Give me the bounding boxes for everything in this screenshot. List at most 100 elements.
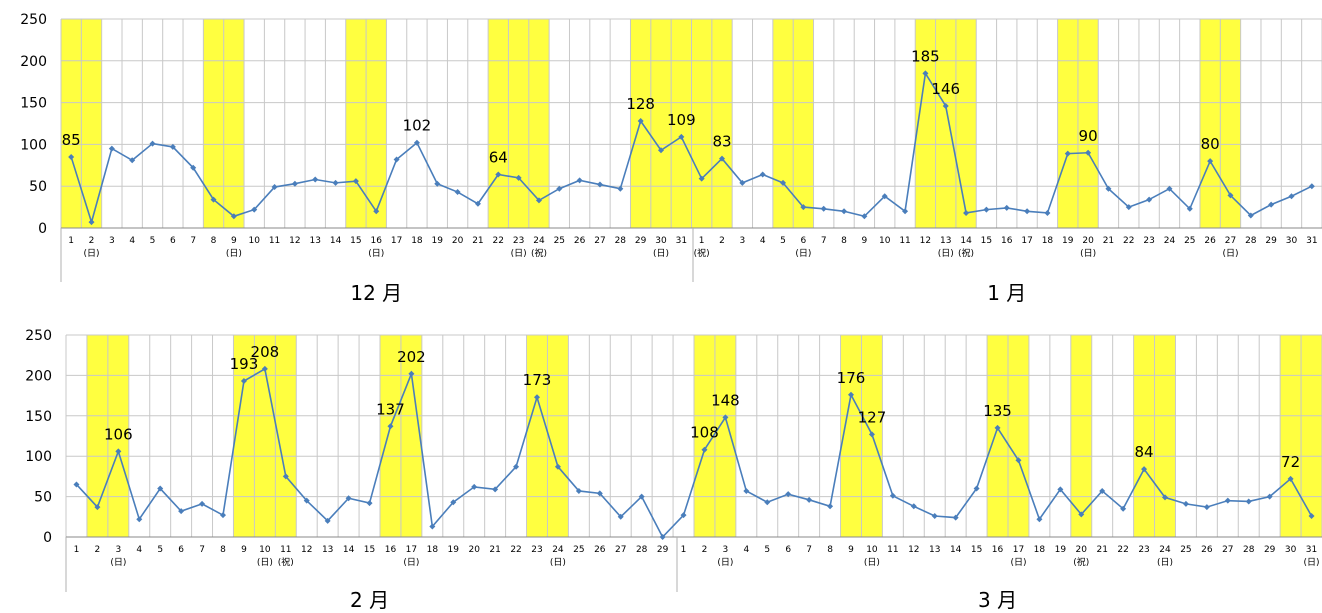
x-tick-label: 20: [1082, 236, 1094, 246]
data-label: 90: [1079, 127, 1098, 145]
data-point: [1203, 504, 1210, 511]
x-tick-label: 14: [960, 236, 972, 246]
highlight-band: [1057, 19, 1078, 228]
series-line: [70, 71, 1313, 225]
highlight-band: [547, 335, 569, 537]
x-tick-label: 16: [1001, 236, 1013, 246]
data-point: [1120, 505, 1127, 512]
data-point: [881, 193, 888, 200]
data-point: [94, 504, 101, 511]
highlight-band: [1154, 335, 1176, 537]
data-point: [199, 500, 206, 507]
data-point: [722, 414, 729, 421]
data-point: [1287, 475, 1294, 482]
data-point: [474, 200, 481, 207]
x-tick-label: 10: [248, 236, 260, 246]
month-label: 1 月: [987, 281, 1026, 305]
data-point: [366, 500, 373, 507]
x-sub-label: (日): [1010, 557, 1026, 568]
highlight-band: [935, 19, 956, 228]
x-tick-label: 26: [1201, 545, 1213, 555]
data-point: [240, 378, 247, 385]
highlight-band: [275, 335, 297, 537]
data-point: [534, 394, 540, 401]
x-tick-label: 27: [615, 545, 626, 555]
x-sub-label: (日): [226, 248, 242, 259]
x-tick-label: 30: [1285, 545, 1297, 555]
highlight-band: [714, 335, 736, 537]
x-sub-label: (日): [368, 248, 384, 259]
data-point: [848, 391, 854, 398]
data-point: [554, 463, 561, 470]
data-point: [739, 179, 746, 186]
x-sub-label: (日): [1157, 557, 1173, 568]
data-label: 109: [667, 111, 696, 129]
x-sub-label: (祝): [531, 247, 547, 259]
x-tick-label: 27: [1222, 545, 1233, 555]
x-tick-label: 12: [301, 545, 312, 555]
x-tick-label: 27: [594, 236, 605, 246]
x-tick-label: 7: [806, 545, 812, 555]
data-point: [312, 176, 319, 183]
data-point: [575, 487, 582, 494]
data-point: [902, 208, 909, 215]
x-tick-label: 2: [89, 236, 95, 246]
data-point: [210, 196, 217, 203]
x-tick-label: 5: [764, 545, 770, 555]
x-tick-label: 21: [1103, 236, 1114, 246]
x-tick-label: 25: [1184, 236, 1195, 246]
data-point: [129, 157, 136, 164]
highlight-band: [528, 19, 550, 228]
month-label: 3 月: [978, 588, 1017, 612]
x-tick-label: 30: [655, 236, 667, 246]
data-point: [495, 171, 502, 178]
x-tick-label: 14: [330, 236, 342, 246]
data-point: [827, 503, 834, 510]
x-sub-label: (日): [717, 557, 733, 568]
data-point: [701, 446, 708, 453]
x-tick-label: 23: [513, 236, 524, 246]
y-tick-label: 200: [25, 368, 52, 384]
data-point: [983, 206, 990, 213]
x-sub-label: (日): [1304, 557, 1320, 568]
x-tick-label: 3: [109, 236, 115, 246]
data-label: 85: [62, 131, 81, 149]
x-tick-label: 10: [259, 545, 271, 555]
x-tick-label: 22: [510, 545, 521, 555]
highlight-band: [526, 335, 548, 537]
data-point: [1105, 185, 1112, 192]
x-sub-label: (日): [795, 248, 811, 259]
x-tick-label: 22: [493, 236, 504, 246]
highlight-band: [61, 19, 82, 228]
x-tick-label: 1: [74, 545, 80, 555]
highlight-band: [86, 335, 108, 537]
data-point: [942, 102, 949, 109]
highlight-band: [1280, 335, 1302, 537]
highlight-band: [1220, 19, 1241, 228]
data-point: [1186, 205, 1193, 212]
data-point: [492, 486, 499, 493]
data-label: 135: [983, 402, 1012, 420]
data-label: 208: [251, 343, 280, 361]
data-point: [515, 174, 522, 181]
data-point: [680, 512, 687, 519]
x-sub-label: (祝): [958, 247, 974, 259]
data-point: [88, 219, 95, 226]
data-point: [1146, 196, 1153, 203]
highlight-bands: [61, 19, 1241, 228]
x-tick-label: 14: [343, 545, 355, 555]
highlight-band: [508, 19, 529, 228]
data-point: [1162, 494, 1168, 501]
data-point: [963, 209, 970, 216]
x-tick-label: 19: [1055, 545, 1067, 555]
y-tick-label: 50: [29, 179, 47, 195]
x-tick-label: 15: [350, 236, 361, 246]
highlight-band: [915, 19, 936, 228]
data-label: 146: [931, 80, 960, 98]
x-tick-label: 15: [971, 545, 982, 555]
x-tick-label: 5: [780, 236, 786, 246]
highlight-band: [955, 19, 977, 228]
x-tick-label: 4: [129, 236, 135, 246]
y-tick-label: 250: [25, 328, 52, 344]
data-point: [373, 208, 380, 215]
